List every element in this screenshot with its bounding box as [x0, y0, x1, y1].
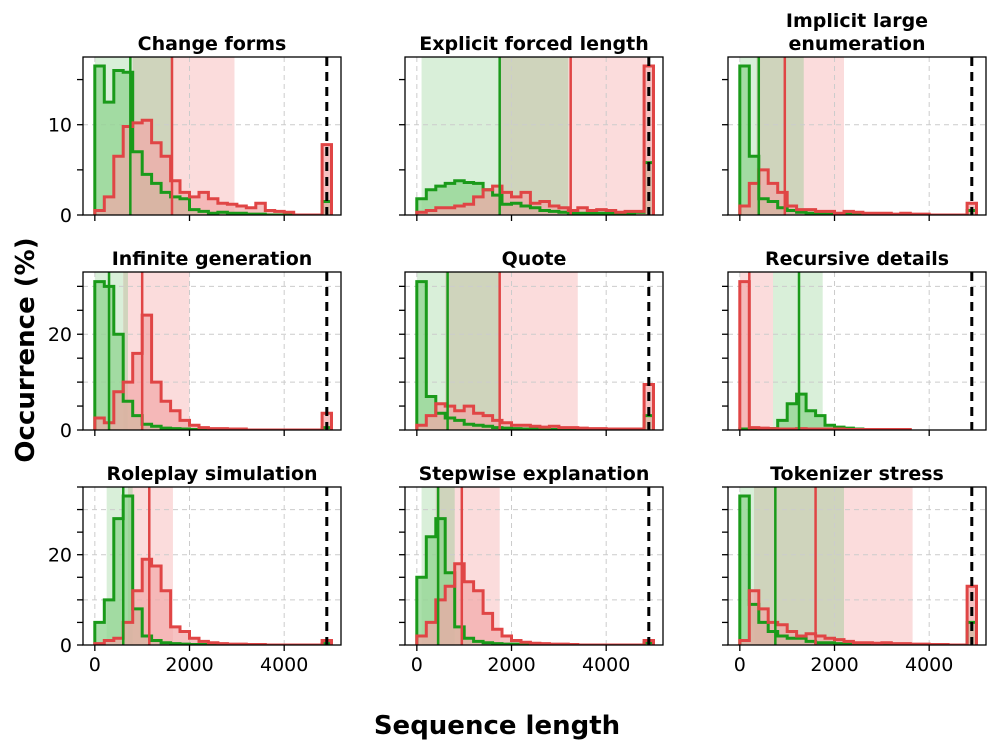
panel-frame	[404, 56, 664, 216]
panel-title: Tokenizer stress	[770, 463, 944, 485]
panel-title: Explicit forced length	[419, 33, 649, 55]
x-tick-label: 2000	[165, 654, 213, 676]
red-histogram-fill	[739, 586, 977, 645]
panel-1: 0 10 Change forms	[48, 33, 342, 227]
panel-4: 0 20 Infinite generation	[48, 248, 342, 442]
green-histogram-outline	[415, 161, 655, 215]
y-tick-label: 0	[60, 635, 72, 657]
y-tick-label: 20	[48, 324, 72, 346]
y-tick-label: 0	[60, 420, 72, 442]
panel-plot-area	[405, 272, 663, 430]
panel-title: Implicit large	[786, 10, 928, 32]
panel-frame	[727, 56, 987, 216]
panel-frame	[727, 271, 987, 431]
panel-8: 0 2000 4000 Stepwise explanation	[399, 463, 664, 676]
panels-layer: 0 10 Change forms Explicit forced length Imp…	[48, 10, 987, 676]
red-histogram-outline	[415, 64, 655, 215]
panel-5: Quote	[399, 248, 664, 436]
panel-plot-area	[405, 487, 663, 645]
green-histogram-fill	[94, 496, 332, 645]
overlap-range-band	[445, 272, 500, 430]
panel-plot-area	[728, 487, 986, 645]
panel-title: Recursive details	[765, 248, 949, 270]
y-tick-label: 10	[48, 115, 72, 137]
panel-plot-area	[83, 487, 341, 645]
panel-6: Recursive details	[722, 248, 987, 436]
panel-title: Roleplay simulation	[106, 463, 317, 485]
x-tick-label: 2000	[487, 654, 535, 676]
x-tick-label: 0	[734, 654, 746, 676]
red-histogram-outline	[415, 383, 655, 430]
panel-plot-area	[728, 272, 986, 430]
panel-frame	[82, 486, 342, 646]
panel-9: 0 2000 4000 Tokenizer stress	[722, 463, 987, 676]
panel-title: Infinite generation	[112, 248, 313, 270]
y-axis-label: Occurrence (%)	[11, 237, 41, 462]
x-axis-label: Sequence length	[374, 711, 620, 741]
x-tick-label: 0	[411, 654, 423, 676]
panel-title: enumeration	[789, 33, 926, 55]
red-histogram-fill	[94, 315, 332, 430]
x-tick-label: 2000	[810, 654, 858, 676]
overlap-range-band	[499, 57, 569, 215]
red-histogram-fill	[94, 559, 332, 645]
y-tick-label: 20	[48, 545, 72, 567]
red-histogram-outline	[738, 168, 978, 215]
x-tick-label: 4000	[582, 654, 630, 676]
panel-frame	[82, 271, 342, 431]
panel-title: Quote	[502, 248, 567, 270]
panel-plot-area	[83, 272, 341, 430]
overlap-range-band	[123, 272, 128, 430]
panel-frame	[727, 486, 987, 646]
panel-frame	[404, 271, 664, 431]
panel-plot-area	[83, 57, 341, 215]
x-tick-label: 4000	[260, 654, 308, 676]
green-histogram-outline	[93, 64, 333, 215]
panel-plot-area	[405, 57, 663, 215]
red-histogram-fill	[416, 384, 654, 430]
x-tick-label: 4000	[905, 654, 953, 676]
red-histogram-fill	[416, 563, 654, 645]
red-histogram-outline	[738, 584, 978, 645]
panel-2: Explicit forced length	[399, 33, 664, 221]
panel-frame	[82, 56, 342, 216]
red-histogram-outline	[93, 313, 333, 430]
panel-title: Change forms	[138, 33, 287, 55]
panel-frame	[404, 486, 664, 646]
y-tick-label: 0	[60, 205, 72, 227]
x-tick-label: 0	[89, 654, 101, 676]
panel-title: Stepwise explanation	[419, 463, 650, 485]
panel-7: 0 2000 4000 0 20 Roleplay simulation	[48, 463, 342, 676]
panel-plot-area	[728, 57, 986, 215]
